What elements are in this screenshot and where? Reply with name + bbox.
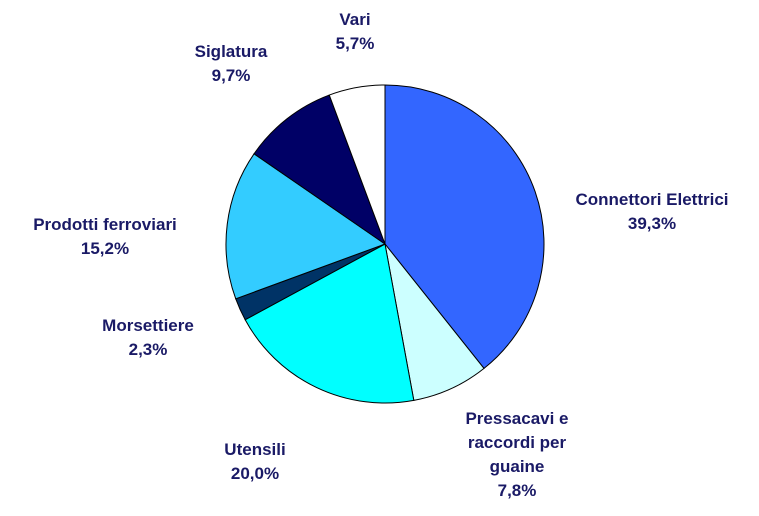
pie-slice xyxy=(253,94,387,246)
pie-slice xyxy=(384,84,545,370)
value-label: 15,2% xyxy=(80,239,130,258)
value-label: 20,0% xyxy=(230,464,280,483)
category-label: Morsettiere xyxy=(102,316,194,335)
slice-label: Connettori Elettrici 39,3% xyxy=(542,188,759,236)
category-label: Siglatura xyxy=(194,42,268,61)
slice-label: Utensili 20,0% xyxy=(195,438,315,486)
pie-slice xyxy=(225,153,387,300)
category-label: Prodotti ferroviari xyxy=(33,215,177,234)
value-label: 7,8% xyxy=(497,481,537,500)
slice-label: Pressacavi e raccordi per guaine 7,8% xyxy=(447,407,587,503)
category-label: Pressacavi e raccordi per guaine xyxy=(465,409,569,476)
value-label: 9,7% xyxy=(211,66,251,85)
pie-slice xyxy=(328,84,386,245)
category-label: Utensili xyxy=(224,440,286,459)
value-label: 39,3% xyxy=(627,214,677,233)
pie-slice xyxy=(244,243,415,404)
category-label: Vari xyxy=(339,10,371,29)
slice-label: Vari 5,7% xyxy=(315,8,395,56)
value-label: 2,3% xyxy=(128,340,168,359)
category-label: Connettori Elettrici xyxy=(575,190,729,209)
slice-label: Morsettiere 2,3% xyxy=(73,314,223,362)
value-label: 5,7% xyxy=(335,34,375,53)
slice-label: Prodotti ferroviari 15,2% xyxy=(0,213,210,261)
slice-label: Siglatura 9,7% xyxy=(171,40,291,88)
